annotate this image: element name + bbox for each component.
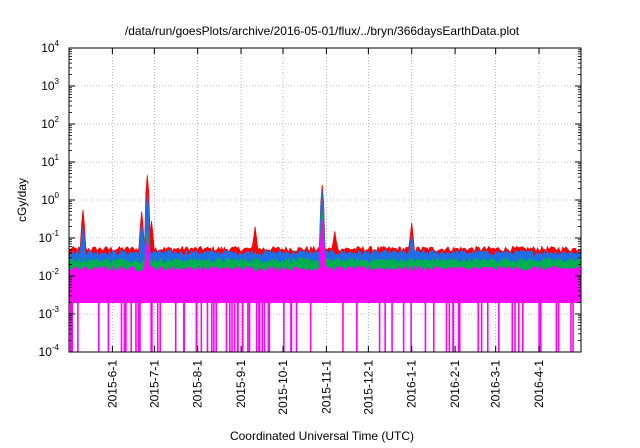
y-tick-label: 102 [41,115,59,131]
y-axis-label: cGy/day [15,178,29,222]
x-axis-label: Coordinated Universal Time (UTC) [230,429,414,443]
x-tick-label: 2015-11-1 [319,360,333,414]
x-tick-label: 2016-2-1 [448,360,462,408]
x-tick-label: 2016-1-1 [405,360,419,408]
y-tick-label: 101 [41,153,59,169]
y-tick-label: 10-2 [39,267,60,283]
x-tick-label: 2015-8-1 [191,360,205,408]
chart-title: /data/run/goesPlots/archive/2016-05-01/f… [125,24,520,38]
x-tick-label: 2015-7-1 [147,360,161,408]
y-tick-label: 10-4 [39,343,60,359]
plot-area [68,175,582,352]
x-tick-label: 2015-10-1 [276,360,290,415]
y-tick-label: 100 [41,191,59,207]
x-tick-label: 2015-9-1 [234,360,248,408]
x-tick-label: 2015-6-1 [105,360,119,408]
x-tick-label: 2016-3-1 [489,360,503,408]
y-tick-label: 103 [41,77,59,93]
x-tick-label: 2015-12-1 [361,360,375,415]
x-tick-label: 2016-4-1 [532,360,546,408]
y-tick-label: 10-1 [39,229,60,245]
y-tick-label: 10-3 [39,305,60,321]
y-tick-label: 104 [41,39,59,55]
y-axis: 10-4 10-3 10-2 10-1 100 101 102 103 104 [39,39,581,359]
x-axis: 2015-6-1 2015-7-1 2015-8-1 2015-9-1 2015-10-… [105,48,546,415]
